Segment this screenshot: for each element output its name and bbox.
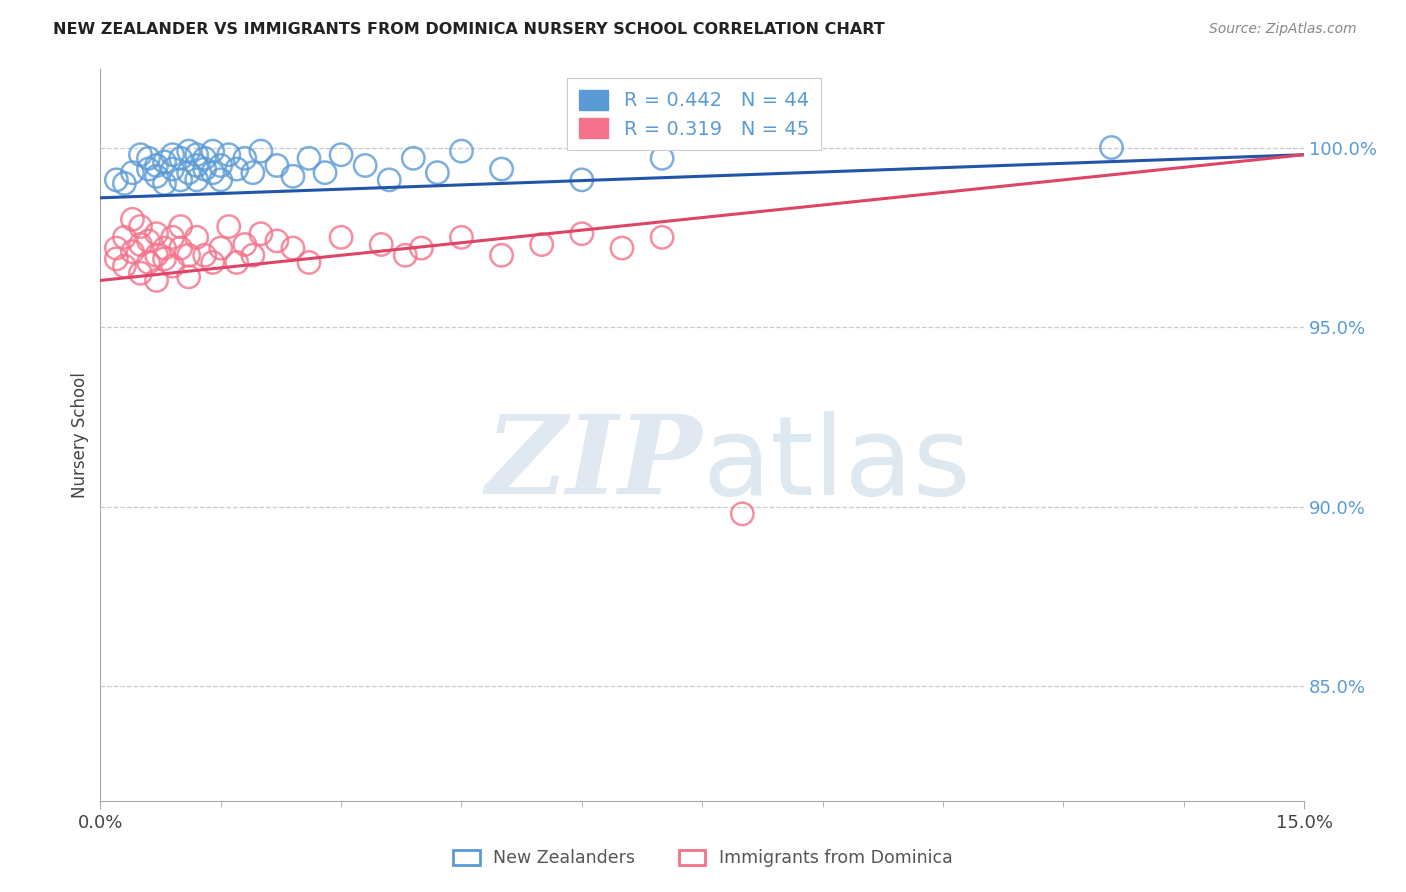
- Point: [138, 162, 160, 177]
- Point: [169, 241, 191, 255]
- Point: [610, 241, 633, 255]
- Point: [162, 162, 184, 177]
- Point: [281, 241, 304, 255]
- Point: [121, 166, 143, 180]
- Point: [145, 273, 167, 287]
- Point: [426, 166, 449, 180]
- Point: [153, 252, 176, 266]
- Point: [129, 219, 152, 234]
- Legend: New Zealanders, Immigrants from Dominica: New Zealanders, Immigrants from Dominica: [447, 843, 959, 874]
- Point: [105, 241, 128, 255]
- Point: [209, 173, 232, 187]
- Point: [129, 147, 152, 161]
- Text: atlas: atlas: [702, 410, 970, 517]
- Text: NEW ZEALANDER VS IMMIGRANTS FROM DOMINICA NURSERY SCHOOL CORRELATION CHART: NEW ZEALANDER VS IMMIGRANTS FROM DOMINIC…: [53, 22, 886, 37]
- Text: ZIP: ZIP: [485, 410, 702, 518]
- Point: [153, 155, 176, 169]
- Text: Source: ZipAtlas.com: Source: ZipAtlas.com: [1209, 22, 1357, 37]
- Point: [354, 159, 377, 173]
- Point: [138, 234, 160, 248]
- Point: [450, 144, 472, 158]
- Point: [112, 177, 135, 191]
- Point: [394, 248, 416, 262]
- Point: [186, 159, 208, 173]
- Point: [233, 237, 256, 252]
- Point: [177, 166, 200, 180]
- Point: [571, 227, 593, 241]
- Point: [105, 252, 128, 266]
- Point: [162, 147, 184, 161]
- Point: [250, 227, 273, 241]
- Point: [218, 219, 240, 234]
- Point: [194, 248, 217, 262]
- Point: [298, 151, 321, 165]
- Point: [177, 144, 200, 158]
- Point: [250, 144, 273, 158]
- Point: [169, 151, 191, 165]
- Point: [201, 255, 224, 269]
- Point: [651, 230, 673, 244]
- Point: [330, 230, 353, 244]
- Point: [177, 248, 200, 262]
- Point: [194, 162, 217, 177]
- Point: [314, 166, 336, 180]
- Point: [112, 230, 135, 244]
- Point: [169, 173, 191, 187]
- Point: [138, 151, 160, 165]
- Point: [145, 159, 167, 173]
- Point: [530, 237, 553, 252]
- Point: [225, 162, 247, 177]
- Point: [138, 255, 160, 269]
- Point: [121, 212, 143, 227]
- Point: [201, 144, 224, 158]
- Y-axis label: Nursery School: Nursery School: [72, 372, 89, 498]
- Point: [186, 147, 208, 161]
- Point: [105, 173, 128, 187]
- Point: [201, 166, 224, 180]
- Point: [153, 177, 176, 191]
- Point: [266, 159, 288, 173]
- Point: [651, 151, 673, 165]
- Legend: R = 0.442   N = 44, R = 0.319   N = 45: R = 0.442 N = 44, R = 0.319 N = 45: [568, 78, 821, 151]
- Point: [209, 241, 232, 255]
- Point: [298, 255, 321, 269]
- Point: [491, 248, 513, 262]
- Point: [225, 255, 247, 269]
- Point: [571, 173, 593, 187]
- Point: [145, 227, 167, 241]
- Point: [378, 173, 401, 187]
- Point: [1101, 140, 1123, 154]
- Point: [370, 237, 392, 252]
- Point: [177, 269, 200, 284]
- Point: [209, 159, 232, 173]
- Point: [145, 169, 167, 184]
- Point: [186, 173, 208, 187]
- Point: [281, 169, 304, 184]
- Point: [731, 507, 754, 521]
- Point: [129, 237, 152, 252]
- Point: [194, 151, 217, 165]
- Point: [129, 266, 152, 280]
- Point: [218, 147, 240, 161]
- Point: [233, 151, 256, 165]
- Point: [242, 248, 264, 262]
- Point: [169, 219, 191, 234]
- Point: [411, 241, 433, 255]
- Point: [112, 259, 135, 273]
- Point: [186, 230, 208, 244]
- Point: [266, 234, 288, 248]
- Point: [153, 241, 176, 255]
- Point: [162, 230, 184, 244]
- Point: [162, 259, 184, 273]
- Point: [330, 147, 353, 161]
- Point: [402, 151, 425, 165]
- Point: [145, 248, 167, 262]
- Point: [450, 230, 472, 244]
- Point: [242, 166, 264, 180]
- Point: [491, 162, 513, 177]
- Point: [121, 244, 143, 259]
